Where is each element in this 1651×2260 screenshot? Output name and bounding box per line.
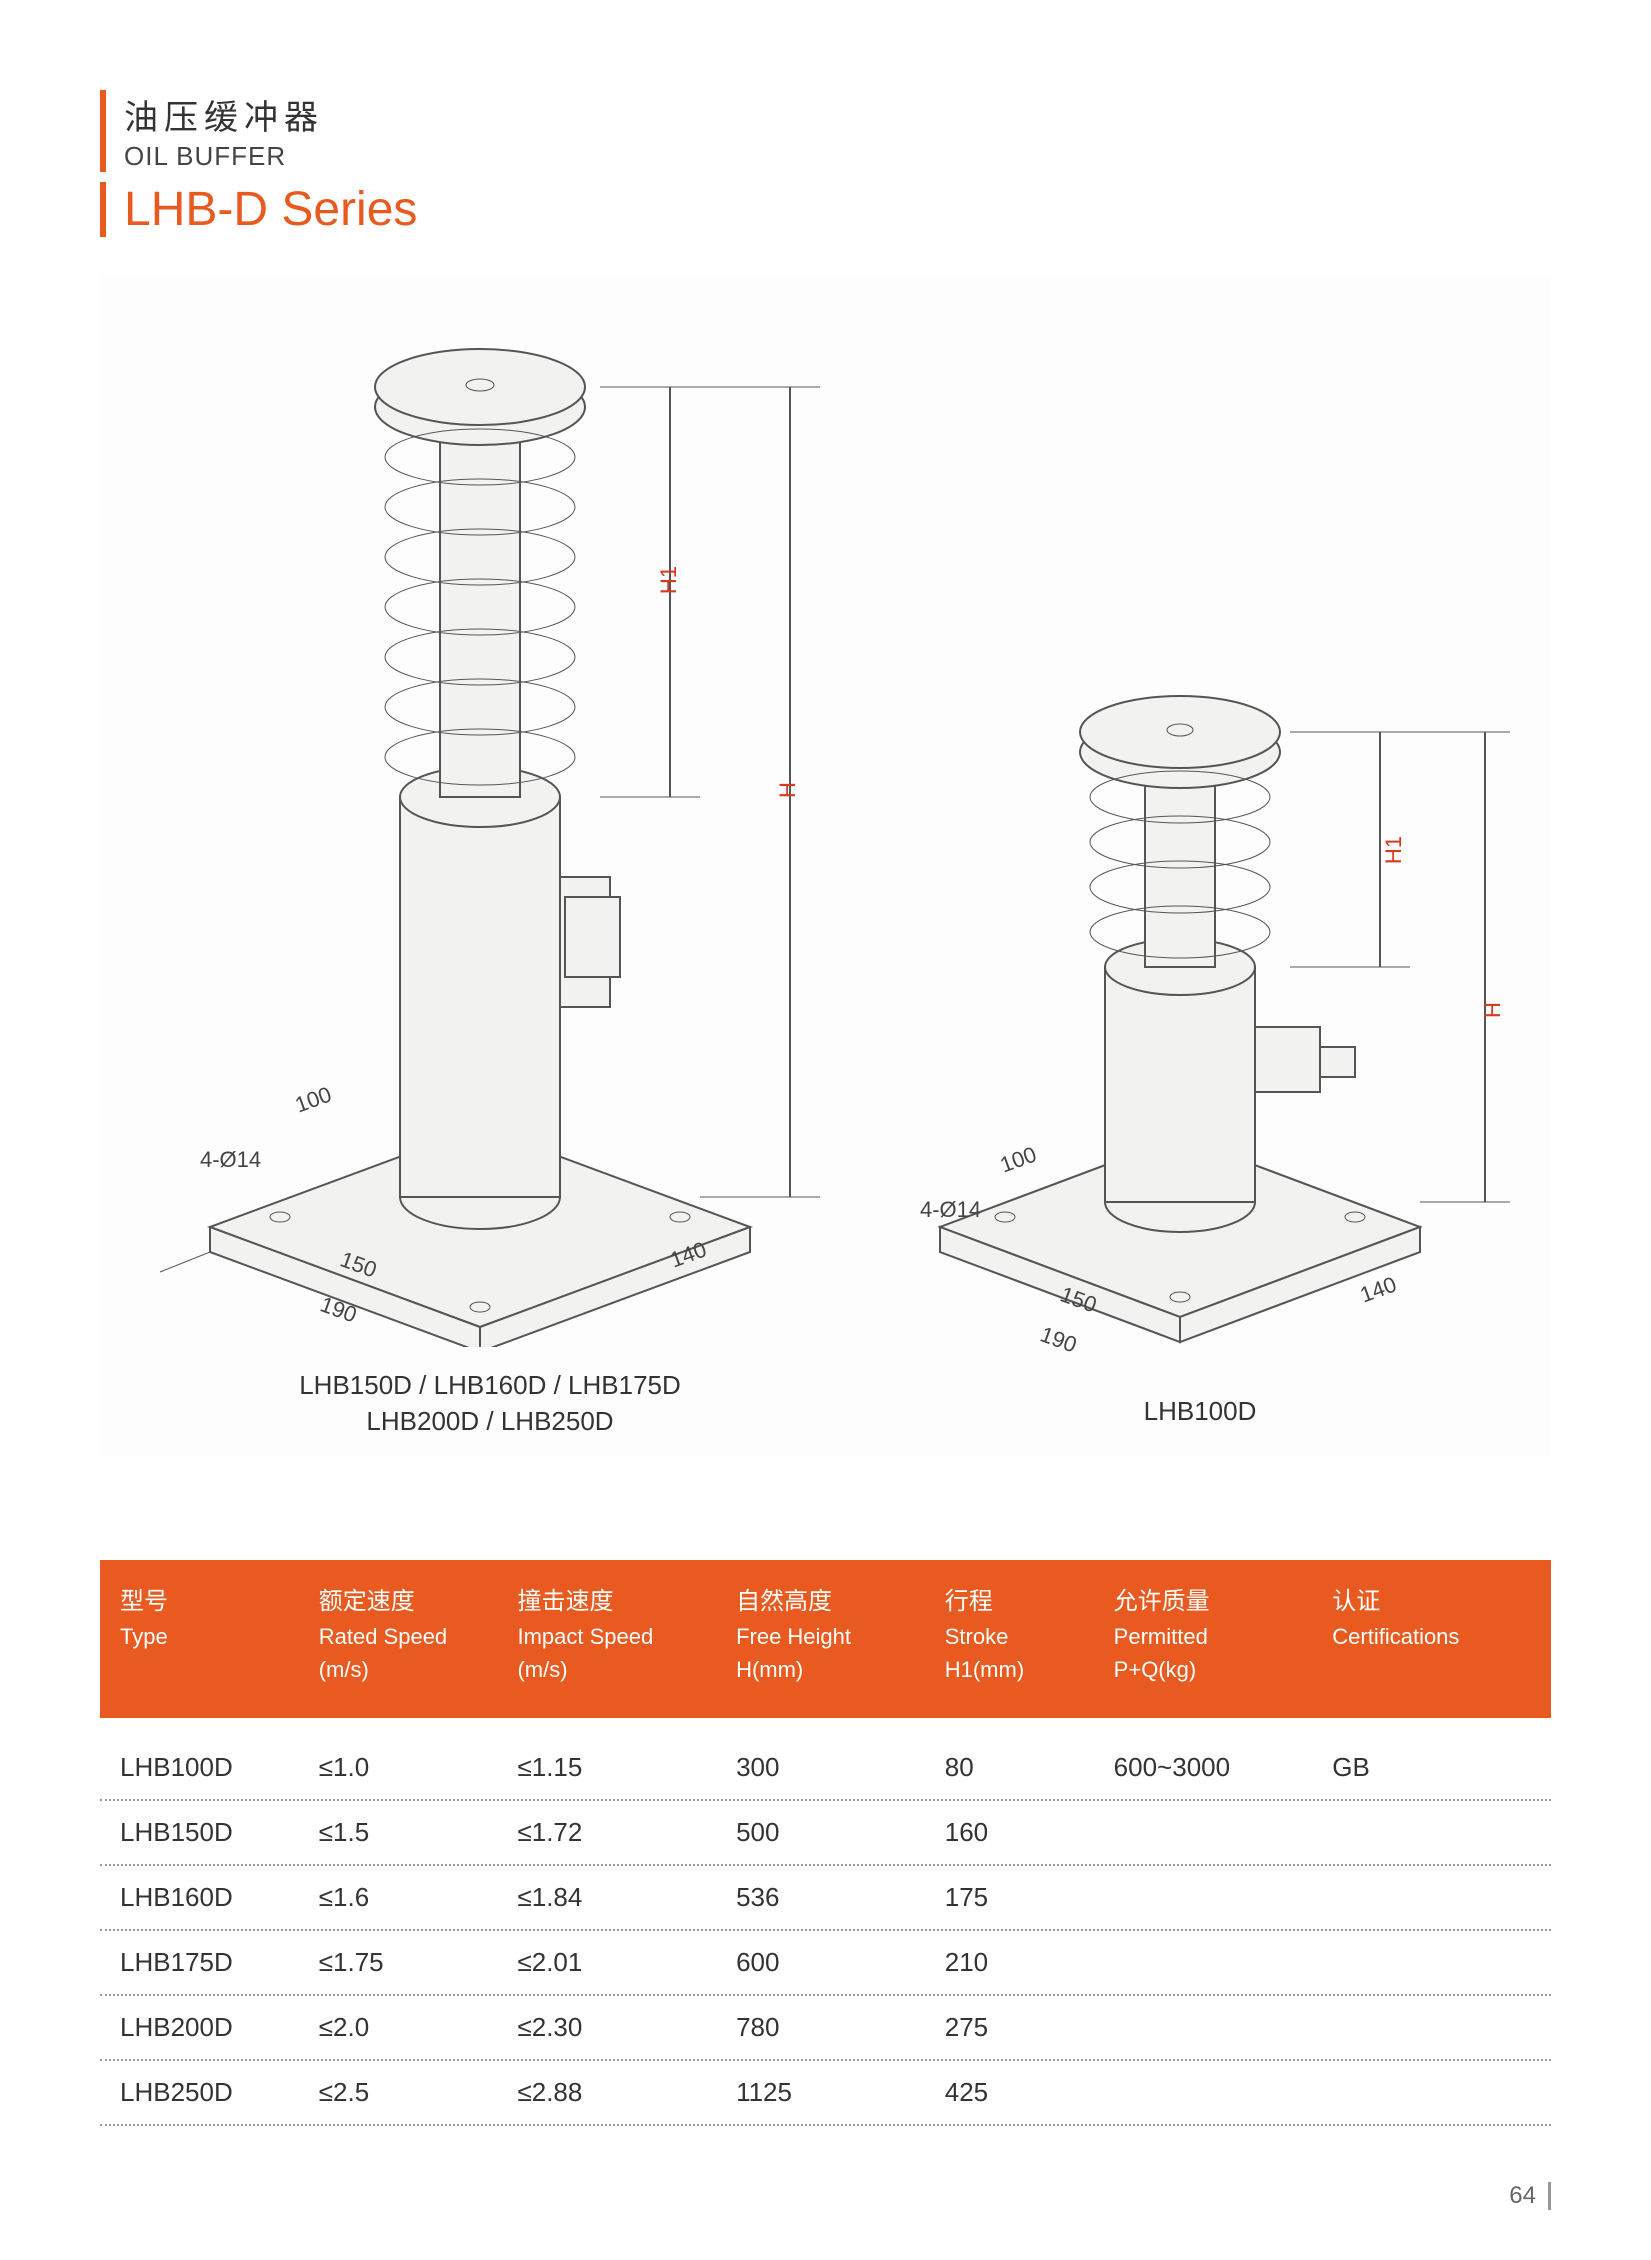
dim-H1-left: H1 [656, 566, 682, 594]
header-block: 油压缓冲器 OIL BUFFER [100, 90, 1551, 172]
title-en: OIL BUFFER [124, 141, 1551, 172]
title-cn: 油压缓冲器 [124, 90, 1551, 139]
caption-left-line2: LHB200D / LHB250D [366, 1406, 613, 1436]
dim-H-left: H [775, 782, 801, 798]
diagram-right: .ln2{stroke:#555;stroke-width:2;fill:non… [880, 627, 1530, 1347]
caption-left-line1: LHB150D / LHB160D / LHB175D [299, 1370, 681, 1400]
th-free-height: 自然高度 Free Height H(mm) [736, 1584, 945, 1686]
th-impact-speed: 撞击速度 Impact Speed (m/s) [517, 1584, 736, 1686]
table-body: LHB100D ≤1.0 ≤1.15 300 80 600~3000 GB LH… [100, 1718, 1551, 2126]
diagram-left: .ln{stroke:#555;stroke-width:2;fill:none… [140, 297, 840, 1347]
table-row: LHB175D ≤1.75 ≤2.01 600 210 [100, 1931, 1551, 1996]
table-row: LHB200D ≤2.0 ≤2.30 780 275 [100, 1996, 1551, 2061]
table-row: LHB100D ≤1.0 ≤1.15 300 80 600~3000 GB [100, 1718, 1551, 1801]
table-header: 型号 Type 额定速度 Rated Speed (m/s) 撞击速度 Impa… [100, 1560, 1551, 1718]
caption-left: LHB150D / LHB160D / LHB175D LHB200D / LH… [180, 1367, 800, 1440]
series-title: LHB-D Series [100, 182, 1551, 237]
spec-table: 型号 Type 额定速度 Rated Speed (m/s) 撞击速度 Impa… [100, 1560, 1551, 2126]
th-cert: 认证 Certifications [1332, 1584, 1531, 1686]
page-number: 64 [1509, 2182, 1551, 2210]
dim-hole-left: 4-Ø14 [200, 1147, 261, 1173]
th-rated-speed: 额定速度 Rated Speed (m/s) [319, 1584, 518, 1686]
diagram-area: .ln{stroke:#555;stroke-width:2;fill:none… [100, 277, 1551, 1457]
dim-hole-right: 4-Ø14 [920, 1197, 981, 1223]
th-stroke: 行程 Stroke H1(mm) [945, 1584, 1114, 1686]
th-type: 型号 Type [120, 1584, 319, 1686]
caption-right: LHB100D [1000, 1393, 1400, 1429]
table-row: LHB250D ≤2.5 ≤2.88 1125 425 [100, 2061, 1551, 2126]
dim-H-right: H [1480, 1002, 1506, 1018]
table-row: LHB150D ≤1.5 ≤1.72 500 160 [100, 1801, 1551, 1866]
th-permitted: 允许质量 Permitted P+Q(kg) [1114, 1584, 1333, 1686]
table-row: LHB160D ≤1.6 ≤1.84 536 175 [100, 1866, 1551, 1931]
dim-H1-right: H1 [1381, 836, 1407, 864]
